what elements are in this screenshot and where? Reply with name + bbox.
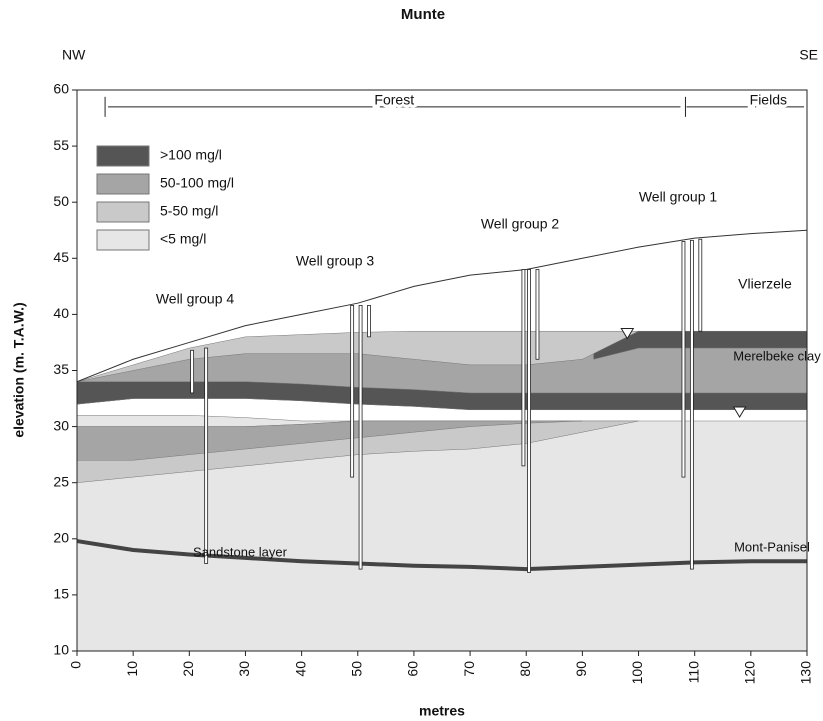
direction-label: NW [62,47,86,63]
x-tick-label: 20 [180,661,196,677]
chart: Munte NW SE metres elevation (m. T.A.W.)… [0,0,823,721]
well [522,270,525,466]
well [528,270,531,573]
annotation: Well group 2 [481,216,560,232]
legend-label: 50-100 mg/l [160,175,234,191]
annotation: Merelbeke clay [733,348,821,363]
well [368,305,371,336]
well [699,239,702,331]
y-tick-label: 60 [53,81,69,97]
x-tick-label: 130 [798,661,814,685]
chart-title: Munte [401,6,445,23]
annotation: Mont-Panisel [734,539,810,554]
annotation: Well group 3 [296,253,375,269]
well [351,305,354,477]
x-tick-label: 120 [742,661,758,685]
x-tick-label: 90 [573,661,589,677]
x-tick-label: 40 [292,661,308,677]
x-tick-label: 110 [685,661,701,684]
y-tick-label: 40 [53,305,69,321]
x-tick-label: 50 [348,661,364,677]
annotation: Sandstone layer [193,544,288,559]
water-table [734,407,746,417]
y-tick-label: 30 [53,417,69,433]
legend-label: <5 mg/l [160,231,206,247]
y-tick-label: 20 [53,530,69,546]
well [205,348,208,563]
y-axis-label: elevation (m. T.A.W.) [11,302,27,437]
well [359,305,362,569]
y-tick-label: 10 [53,642,69,658]
y-tick-label: 55 [53,137,69,153]
legend-label: 5-50 mg/l [160,203,218,219]
y-tick-label: 35 [53,361,69,377]
y-tick-label: 50 [53,193,69,209]
well [682,241,685,477]
annotation: Well group 1 [639,189,718,205]
x-tick-label: 10 [124,661,140,677]
legend-swatch [97,202,149,222]
well [191,350,194,393]
land-use-label: Fields [750,92,787,108]
x-tick-label: 70 [461,661,477,677]
legend-swatch [97,230,149,250]
x-tick-label: 60 [405,661,421,677]
x-tick-label: 0 [68,661,84,669]
y-tick-label: 25 [53,473,69,489]
x-tick-label: 30 [236,661,252,677]
legend-swatch [97,146,149,166]
land-use-label: Forest [374,92,414,108]
x-axis-label: metres [419,703,465,719]
x-tick-label: 80 [517,661,533,677]
direction-label: SE [799,47,818,63]
annotation: Well group 4 [156,291,235,307]
legend-swatch [97,174,149,194]
y-tick-label: 15 [53,586,69,602]
well [536,270,539,360]
legend-label: >100 mg/l [160,147,222,163]
x-tick-label: 100 [629,661,645,685]
y-tick-label: 45 [53,249,69,265]
annotation: Vlierzele [738,276,792,292]
well [690,240,693,569]
